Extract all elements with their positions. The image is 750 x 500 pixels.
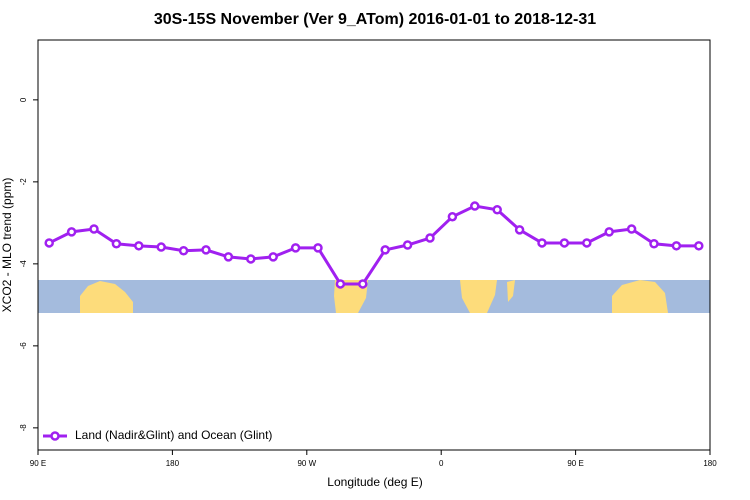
point <box>156 242 166 252</box>
x-tick-label: 0 <box>439 459 444 468</box>
land <box>334 280 368 313</box>
land <box>460 280 497 313</box>
ocean <box>38 280 710 313</box>
point <box>447 211 458 222</box>
point <box>89 224 99 234</box>
point <box>514 225 525 235</box>
y-tick-label: -6 <box>19 342 28 350</box>
y-tick-label: 0 <box>19 97 28 102</box>
x-tick-label: 90 E <box>30 459 46 468</box>
land <box>80 281 133 313</box>
legend-marker <box>50 431 60 441</box>
point <box>380 245 390 255</box>
land <box>507 280 515 302</box>
series-line <box>48 204 699 286</box>
point <box>66 227 77 237</box>
point <box>290 243 301 253</box>
point <box>649 239 659 249</box>
point <box>582 238 592 248</box>
chart-title: 30S-15S November (Ver 9_ATom) 2016-01-01… <box>154 11 596 28</box>
point <box>492 204 502 215</box>
point <box>268 252 278 262</box>
point <box>671 241 682 251</box>
point <box>470 201 480 211</box>
map-band <box>38 280 710 313</box>
point <box>246 254 256 264</box>
point <box>111 239 122 249</box>
point <box>694 241 704 251</box>
land <box>612 280 668 313</box>
point <box>44 238 54 248</box>
y-tick-label: -4 <box>19 260 28 268</box>
point <box>223 252 234 262</box>
point <box>201 245 211 255</box>
point <box>402 240 413 250</box>
x-tick-label: 180 <box>166 459 180 468</box>
y-tick-label: -8 <box>19 424 28 432</box>
x-axis-label: Longitude (deg E) <box>327 475 422 489</box>
x-tick-label: 90 E <box>567 459 583 468</box>
x-tick-label: 90 W <box>297 459 316 468</box>
point <box>335 279 346 289</box>
point <box>626 224 637 234</box>
point <box>358 279 368 289</box>
y-axis-label: XCO2 - MLO trend (ppm) <box>0 178 14 313</box>
point <box>134 241 144 251</box>
x-tick-label: 180 <box>703 459 717 468</box>
legend-label: Land (Nadir&Glint) and Ocean (Glint) <box>75 428 272 442</box>
point <box>537 238 547 248</box>
point <box>178 245 189 256</box>
plot-frame <box>37 39 711 451</box>
y-tick-label: -2 <box>19 178 28 186</box>
point <box>313 243 323 253</box>
point <box>604 227 614 237</box>
point <box>425 233 435 243</box>
point <box>559 238 570 248</box>
